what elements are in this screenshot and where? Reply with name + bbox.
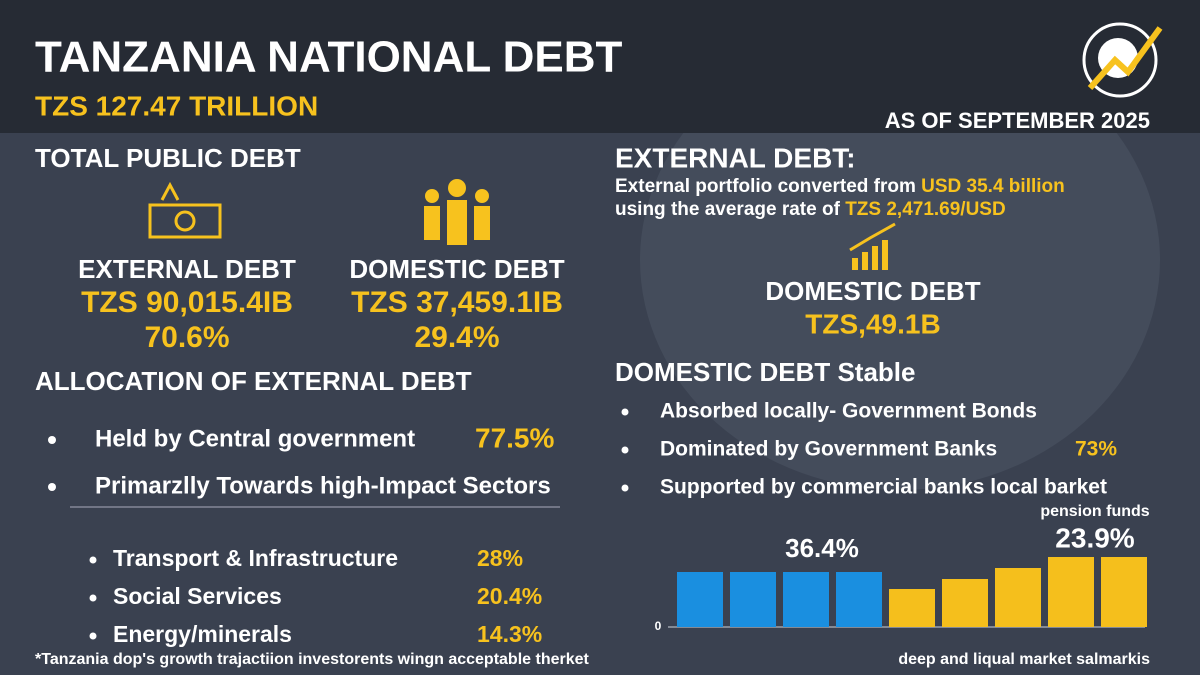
section-heading: DOMESTIC DEBT Stable	[615, 357, 915, 387]
footnote: *Tanzania dop's growth trajactiion inves…	[35, 651, 590, 668]
card-label: DOMESTIC DEBT	[349, 254, 564, 284]
logo	[1082, 22, 1163, 98]
money-icon	[148, 181, 222, 239]
sector-value: 28%	[477, 545, 523, 571]
section-heading: EXTERNAL DEBT:	[615, 142, 856, 173]
growth-icon	[849, 222, 896, 270]
sector-text: Transport & Infrastructure	[113, 545, 398, 571]
bullet	[48, 436, 56, 444]
card-amount: TZS 37,459.1IB	[351, 286, 563, 319]
sector-value: 14.3%	[477, 621, 542, 647]
card-share: 29.4%	[414, 321, 499, 354]
bar	[1048, 557, 1094, 627]
card-amount: TZS 90,015.4IB	[81, 286, 293, 319]
bullet-value: 77.5%	[475, 422, 554, 453]
note-text: using the average rate of	[615, 199, 845, 220]
y-tick-label: 0	[655, 619, 662, 633]
bar	[942, 579, 988, 627]
section-heading: TOTAL PUBLIC DEBT	[35, 143, 301, 173]
bullet-text: Absorbed locally- Government Bonds	[660, 400, 1037, 423]
bar	[1101, 557, 1147, 627]
title: TANZANIA NATIONAL DEBT	[35, 33, 623, 82]
total-amount: TZS 127.47 TRILLION	[35, 90, 318, 121]
bullet-text: Supported by commercial banks local bark…	[660, 476, 1107, 499]
bullet-text: Held by Central government	[95, 425, 415, 452]
bar	[889, 589, 935, 627]
sector-value: 20.4%	[477, 583, 542, 609]
bullet	[48, 483, 56, 491]
bullet	[89, 632, 97, 640]
note-highlight: TZS 2,471.69/USD	[845, 199, 1006, 220]
bullet	[621, 484, 629, 492]
card-share: 70.6%	[144, 321, 229, 354]
bullet-text: Primarzlly Towards high-Impact Sectors	[95, 472, 551, 499]
card-label: EXTERNAL DEBT	[78, 254, 296, 284]
bullet-value: 73%	[1075, 438, 1117, 461]
domestic-label: DOMESTIC DEBT	[765, 276, 980, 306]
map-shape	[640, 30, 1160, 490]
bar	[995, 568, 1041, 627]
note-highlight: USD 35.4 billion	[921, 176, 1065, 197]
note-text: External portfolio converted from	[615, 176, 921, 197]
bar	[730, 572, 776, 627]
domestic-amount: TZS,49.1B	[805, 308, 940, 339]
people-icon	[424, 179, 490, 245]
chart-annotation: 36.4%	[785, 533, 859, 563]
chart-annotation: 23.9%	[1055, 522, 1134, 553]
bar	[836, 572, 882, 627]
bullet	[89, 556, 97, 564]
note-line: External portfolio converted from USD 35…	[615, 176, 1065, 197]
note-line: using the average rate of TZS 2,471.69/U…	[615, 199, 1006, 220]
bullet	[621, 408, 629, 416]
sector-text: Social Services	[113, 583, 282, 609]
section-heading: ALLOCATION OF EXTERNAL DEBT	[35, 366, 472, 396]
date: AS OF SEPTEMBER 2025	[885, 108, 1150, 133]
bar	[783, 572, 829, 627]
bar	[677, 572, 723, 627]
bullet	[89, 594, 97, 602]
bullet	[621, 446, 629, 454]
bullet-text: Dominated by Government Banks	[660, 438, 997, 461]
header-band	[0, 0, 1200, 133]
sector-text: Energy/minerals	[113, 621, 292, 647]
footnote: deep and liqual market salmarkis	[898, 651, 1150, 668]
chart-annotation: pension funds	[1040, 503, 1149, 520]
